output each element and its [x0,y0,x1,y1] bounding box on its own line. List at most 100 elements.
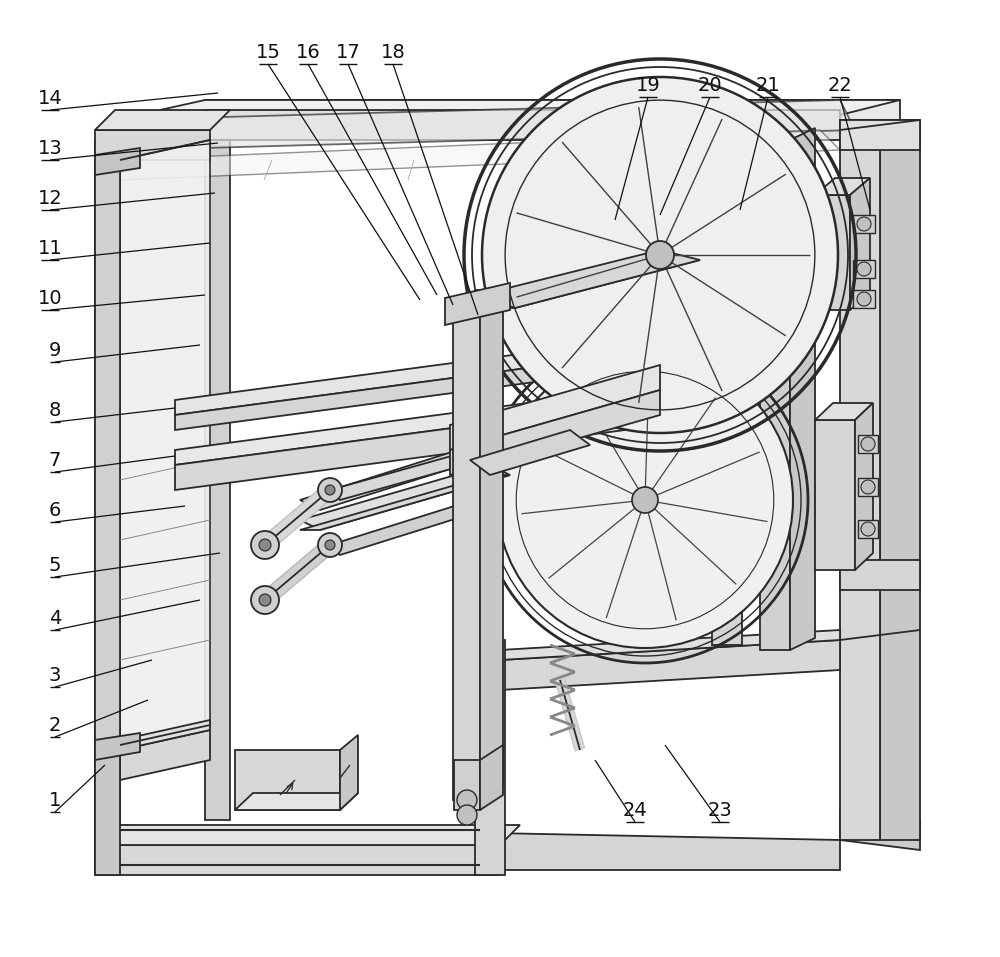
Polygon shape [205,110,230,820]
Polygon shape [330,448,490,500]
Polygon shape [95,130,210,160]
Text: 5: 5 [49,556,61,575]
Polygon shape [855,403,873,570]
Polygon shape [450,390,660,475]
Polygon shape [500,630,840,660]
Polygon shape [840,560,920,590]
Text: 6: 6 [49,501,61,520]
Polygon shape [95,825,840,870]
Text: 17: 17 [336,43,360,62]
Text: 12: 12 [38,189,62,208]
Polygon shape [115,100,855,150]
Text: 2: 2 [49,716,61,735]
Text: 11: 11 [38,239,62,258]
Circle shape [632,487,658,513]
Circle shape [325,485,335,495]
Circle shape [259,594,271,606]
Circle shape [861,480,875,494]
Circle shape [318,478,342,502]
Polygon shape [95,120,140,140]
Text: 21: 21 [756,76,780,95]
Polygon shape [453,305,480,800]
Text: 20: 20 [698,76,722,95]
Polygon shape [95,110,230,130]
Polygon shape [300,465,510,530]
Polygon shape [175,380,700,465]
Polygon shape [95,155,120,745]
Polygon shape [480,290,503,800]
Polygon shape [300,440,510,510]
Polygon shape [300,475,510,530]
Polygon shape [95,140,120,870]
Circle shape [251,586,279,614]
Polygon shape [480,250,700,308]
Polygon shape [340,735,358,810]
Polygon shape [840,810,920,850]
Polygon shape [95,845,500,875]
Circle shape [251,531,279,559]
Polygon shape [95,730,120,875]
Polygon shape [95,733,140,760]
Polygon shape [475,640,505,875]
Polygon shape [235,793,358,810]
Text: 22: 22 [828,76,852,95]
Polygon shape [858,478,878,496]
Circle shape [482,77,838,433]
Polygon shape [175,345,700,430]
Text: 24: 24 [623,801,647,820]
Circle shape [457,805,477,825]
Text: 4: 4 [49,609,61,628]
Polygon shape [175,395,700,490]
Polygon shape [840,120,880,840]
Polygon shape [815,403,873,420]
Polygon shape [470,430,590,475]
Text: 7: 7 [49,451,61,470]
Text: 19: 19 [636,76,660,95]
Polygon shape [480,260,700,308]
Polygon shape [853,260,875,278]
Polygon shape [480,745,503,810]
Circle shape [857,292,871,306]
Circle shape [325,540,335,550]
Polygon shape [840,120,920,150]
Polygon shape [115,100,900,120]
Polygon shape [120,720,210,750]
Text: 9: 9 [49,341,61,360]
Polygon shape [815,420,855,570]
Circle shape [861,522,875,536]
Circle shape [857,262,871,276]
Circle shape [497,352,793,648]
Polygon shape [205,110,840,140]
Polygon shape [858,435,878,453]
Text: 8: 8 [49,401,61,420]
Polygon shape [120,130,840,180]
Circle shape [259,539,271,551]
Polygon shape [853,215,875,233]
Polygon shape [175,330,700,415]
Polygon shape [330,498,490,555]
Text: 3: 3 [49,666,61,685]
Text: 15: 15 [256,43,280,62]
Polygon shape [500,640,840,690]
Text: 23: 23 [708,801,732,820]
Polygon shape [454,760,480,810]
Circle shape [861,437,875,451]
Text: 14: 14 [38,89,62,108]
Polygon shape [445,283,510,325]
Circle shape [457,790,477,810]
Polygon shape [790,128,815,650]
Polygon shape [120,730,210,780]
Polygon shape [95,825,520,845]
Polygon shape [712,155,742,645]
Polygon shape [205,100,900,130]
Text: 13: 13 [38,139,62,158]
Polygon shape [853,290,875,308]
Text: 18: 18 [381,43,405,62]
Polygon shape [450,365,660,450]
Text: 16: 16 [296,43,320,62]
Polygon shape [858,520,878,538]
Polygon shape [235,750,340,810]
Circle shape [857,217,871,231]
Polygon shape [95,148,140,175]
Text: 10: 10 [38,289,62,308]
